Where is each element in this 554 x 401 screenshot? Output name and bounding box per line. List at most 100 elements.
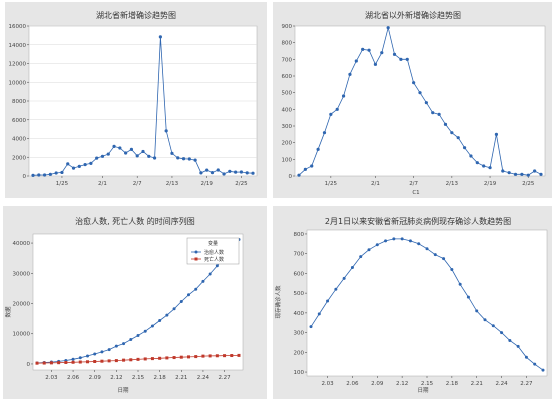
- data-point: [78, 356, 82, 360]
- x-tick-label: 2/13: [166, 181, 179, 187]
- chart-title: 湖北省以外新增确诊趋势图: [365, 10, 461, 20]
- data-point: [86, 360, 89, 364]
- data-point: [367, 48, 371, 52]
- x-tick-label: 2.18: [154, 375, 167, 381]
- chart-panel-anhui-existing: 2月1日以来安徽省新冠肺炎病例现存确诊人数趋势图 日期 现存确诊人数 100 20…: [273, 206, 552, 399]
- data-point: [42, 173, 47, 177]
- chart-hubei-new-confirmed: 湖北省新增确诊趋势图 0 2000 4000 6000 8000 10000 12000 14…: [9, 10, 258, 187]
- y-tick-label: 500: [294, 291, 305, 297]
- data-point: [222, 172, 226, 176]
- data-point: [335, 107, 339, 111]
- data-point: [384, 239, 388, 243]
- data-point: [483, 318, 487, 322]
- data-point: [367, 248, 371, 252]
- data-point: [354, 59, 358, 63]
- data-point: [194, 287, 198, 291]
- chart-recovered-deaths-timeseries: 治愈人数, 死亡人数 的时间序列图 日期 数据 0 10000 20000 30000…: [4, 216, 244, 394]
- data-point: [316, 147, 320, 151]
- data-point: [539, 172, 543, 176]
- data-point: [49, 361, 53, 365]
- data-point: [375, 243, 379, 247]
- x-tick-label: 2.15: [421, 381, 434, 387]
- y-tick-label: 700: [282, 57, 293, 63]
- data-point: [373, 62, 378, 66]
- data-point: [450, 267, 454, 271]
- data-point: [78, 360, 82, 364]
- data-point: [251, 171, 255, 175]
- data-point: [223, 354, 227, 358]
- data-point: [129, 147, 134, 151]
- data-point: [172, 307, 176, 311]
- y-tick-label: 16000: [9, 24, 27, 30]
- data-point: [136, 357, 140, 361]
- data-point: [136, 333, 140, 337]
- data-point: [170, 151, 174, 155]
- data-point: [210, 171, 215, 175]
- data-point: [348, 72, 352, 76]
- x-tick-label: 2.27: [520, 381, 533, 387]
- data-point: [491, 324, 495, 328]
- data-point: [216, 168, 220, 172]
- data-point: [107, 359, 111, 363]
- data-point: [158, 356, 162, 360]
- data-point: [194, 355, 198, 359]
- x-tick-label: 1/25: [56, 181, 69, 187]
- x-tick-label: 2/7: [133, 181, 142, 187]
- x-tick-label: 2/1: [371, 181, 380, 187]
- data-point: [42, 361, 46, 365]
- data-point: [71, 360, 75, 364]
- data-point: [179, 300, 183, 304]
- y-tick-label: 600: [294, 271, 305, 277]
- data-point: [129, 337, 133, 341]
- data-point: [179, 355, 183, 359]
- data-point: [541, 368, 545, 372]
- data-point: [475, 309, 479, 313]
- data-point: [106, 152, 110, 156]
- data-point: [516, 344, 520, 348]
- y-tick-label: 10000: [13, 332, 31, 338]
- data-point: [71, 166, 76, 170]
- x-tick-label: 2/25: [522, 181, 535, 187]
- chart-title: 湖北省新增确诊趋势图: [96, 10, 176, 20]
- data-point: [329, 112, 333, 116]
- y-axis-label: 现存确诊人数: [274, 285, 282, 319]
- y-axis-label: 数据: [4, 306, 12, 318]
- x-tick-label: 2/13: [446, 181, 459, 187]
- x-tick-label: 2/25: [235, 181, 248, 187]
- x-tick-label: 2.06: [346, 381, 359, 387]
- y-tick-label: 800: [294, 232, 305, 238]
- x-tick-label: 2.21: [175, 375, 187, 381]
- y-tick-label: 800: [282, 41, 293, 47]
- y-tick-label: 300: [282, 124, 293, 130]
- x-tick-label: 2/19: [201, 181, 214, 187]
- legend-label: 死亡人数: [204, 256, 224, 263]
- data-point: [165, 313, 169, 317]
- data-point: [141, 149, 145, 154]
- data-point: [114, 344, 118, 348]
- data-point: [93, 352, 97, 356]
- data-point: [431, 111, 435, 115]
- data-point: [508, 338, 512, 342]
- data-point: [37, 173, 41, 177]
- data-point: [118, 146, 122, 150]
- data-point: [399, 57, 403, 61]
- y-tick-label: 2000: [12, 155, 26, 161]
- data-point: [234, 170, 238, 174]
- x-tick-label: 2.09: [89, 375, 102, 381]
- data-point: [386, 26, 390, 30]
- x-tick-label: 2.18: [446, 381, 459, 387]
- data-point: [326, 299, 330, 303]
- data-point: [152, 156, 157, 160]
- x-axis-label: 日期: [117, 387, 129, 394]
- x-axis-label: C1: [412, 190, 419, 196]
- y-tick-label: 10000: [9, 80, 27, 86]
- legend-marker: [194, 250, 198, 254]
- data-point: [143, 357, 147, 361]
- data-point: [466, 295, 470, 299]
- data-point: [112, 144, 116, 148]
- data-point: [122, 358, 126, 362]
- chart-panel-recovered-deaths: 治愈人数, 死亡人数 的时间序列图 日期 数据 0 10000 20000 30000…: [3, 206, 267, 399]
- data-point: [54, 171, 58, 175]
- y-tick-label: 100: [282, 157, 293, 163]
- data-point: [165, 356, 169, 360]
